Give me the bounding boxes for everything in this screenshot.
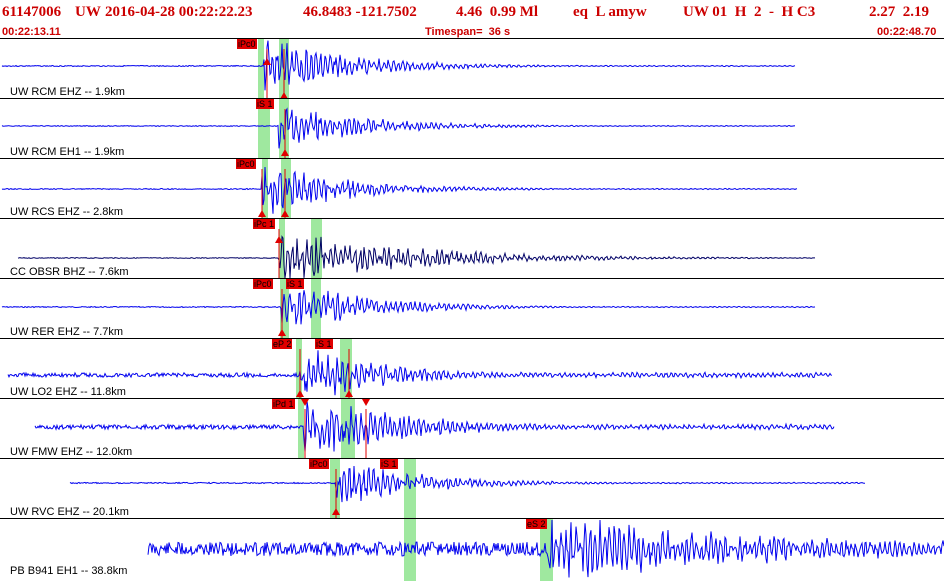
end-time: 00:22:48.70 xyxy=(877,26,937,38)
event-network: UW xyxy=(75,4,101,20)
seismogram-panel[interactable]: iPc0 iS 1 UW RVC EHZ -- 20.1km xyxy=(0,458,944,519)
pick-marker-icon[interactable] xyxy=(275,236,283,243)
pick-window-highlight xyxy=(280,279,289,339)
waveform-plot xyxy=(69,459,865,519)
header-bar: 61147006 UW 2016-04-28 00:22:22.23 46.84… xyxy=(0,0,944,39)
pick-marker-icon[interactable] xyxy=(258,210,266,217)
phase-pick-flag[interactable]: eS 2 xyxy=(526,519,547,529)
event-id: 61147006 xyxy=(2,4,62,20)
pick-window-highlight xyxy=(258,99,270,159)
seismogram-panel[interactable]: iPc0 UW RCM EHZ -- 1.9km xyxy=(0,38,944,99)
pick-window-highlight xyxy=(279,99,289,159)
waveform-trace xyxy=(1,40,796,91)
seismogram-panel[interactable]: iS 1 UW RCM EH1 -- 1.9km xyxy=(0,98,944,159)
waveform-trace xyxy=(69,465,865,503)
event-datetime: 2016-04-28 00:22:22.23 xyxy=(105,4,253,20)
waveform-plot xyxy=(17,219,816,279)
pick-marker-icon[interactable] xyxy=(296,390,304,397)
seismogram-panel[interactable]: eS 2 PB B941 EH1 -- 38.8km xyxy=(0,518,944,581)
pick-window-highlight xyxy=(262,159,268,219)
phase-pick-flag[interactable]: iPc 1 xyxy=(253,219,276,229)
seismogram-panel[interactable]: iPc0 iS 1 UW RER EHZ -- 7.7km xyxy=(0,278,944,339)
event-latlon: 46.8483 -121.7502 xyxy=(303,4,417,20)
phase-pick-flag[interactable]: iPc0 xyxy=(236,159,256,169)
pick-marker-icon[interactable] xyxy=(278,329,286,336)
waveform-plot xyxy=(147,519,944,581)
seismogram-panel[interactable]: iPd 1 UW FMW EHZ -- 12.0km xyxy=(0,398,944,459)
pick-window-highlight xyxy=(330,459,340,519)
waveform-plot xyxy=(1,99,796,159)
seismogram-panel[interactable]: iPc 1 CC OBSR BHZ -- 7.6km xyxy=(0,218,944,279)
timespan: Timespan= 36 s xyxy=(425,26,511,38)
waveform-plot xyxy=(1,159,798,219)
pick-window-highlight xyxy=(279,219,285,279)
phase-pick-flag[interactable]: eP 2 xyxy=(272,339,293,349)
channel-label: UW RCM EH1 -- 1.9km xyxy=(10,146,125,158)
pick-marker-icon[interactable] xyxy=(281,210,289,217)
event-stats: 2.27 2.19 xyxy=(869,4,929,20)
channel-label: UW FMW EHZ -- 12.0km xyxy=(10,446,133,458)
pick-marker-icon[interactable] xyxy=(281,149,289,156)
pick-window-highlight xyxy=(296,339,302,399)
start-time: 00:22:13.11 xyxy=(2,26,61,38)
pick-marker-icon[interactable] xyxy=(362,399,370,406)
phase-pick-flag[interactable]: iS 1 xyxy=(315,339,333,349)
channel-label: UW RER EHZ -- 7.7km xyxy=(10,326,124,338)
pick-window-highlight xyxy=(311,279,321,339)
phase-pick-flag[interactable]: iS 1 xyxy=(256,99,274,109)
pick-marker-icon[interactable] xyxy=(263,58,271,65)
phase-pick-flag[interactable]: iS 1 xyxy=(286,279,304,289)
waveform-trace xyxy=(1,166,798,214)
waveform-plot xyxy=(7,339,833,399)
channel-label: UW LO2 EHZ -- 11.8km xyxy=(10,386,126,398)
event-quality: UW 01 H 2 - H C3 xyxy=(683,4,816,20)
seismogram-panel[interactable]: iPc0 UW RCS EHZ -- 2.8km xyxy=(0,158,944,219)
waveform-plot xyxy=(1,39,796,99)
pick-marker-icon[interactable] xyxy=(301,399,309,406)
event-summary: 61147006 UW 2016-04-28 00:22:22.23 46.84… xyxy=(0,4,944,174)
waveform-trace xyxy=(1,107,796,149)
phase-pick-flag[interactable]: iPc0 xyxy=(309,459,329,469)
waveform-trace xyxy=(1,290,816,325)
phase-pick-flag[interactable]: iPc0 xyxy=(253,279,273,289)
seismogram-panel[interactable]: eP 2 iS 1 UW LO2 EHZ -- 11.8km xyxy=(0,338,944,399)
channel-label: UW RCS EHZ -- 2.8km xyxy=(10,206,124,218)
channel-label: CC OBSR BHZ -- 7.6km xyxy=(10,266,129,278)
pick-marker-icon[interactable] xyxy=(280,92,288,99)
pick-marker-icon[interactable] xyxy=(345,390,353,397)
waveform-plot xyxy=(34,399,835,459)
channel-label: UW RCM EHZ -- 1.9km xyxy=(10,86,125,98)
pick-marker-icon[interactable] xyxy=(332,508,340,515)
pick-window-highlight xyxy=(404,519,416,581)
event-depth-mag: 4.46 0.99 Ml xyxy=(456,4,539,20)
pick-window-highlight xyxy=(298,399,304,459)
waveform-trace xyxy=(147,519,944,578)
phase-pick-flag[interactable]: iPd 1 xyxy=(272,399,295,409)
phase-pick-flag[interactable]: iPc0 xyxy=(237,39,257,49)
phase-pick-flag[interactable]: iS 1 xyxy=(380,459,398,469)
waveform-plot xyxy=(1,279,816,339)
waveform-trace xyxy=(34,400,835,452)
pick-window-highlight xyxy=(258,39,264,99)
seismogram-panels[interactable]: iPc0 UW RCM EHZ -- 1.9km iS 1 UW RCM EH1 --… xyxy=(0,38,944,581)
waveform-trace xyxy=(7,350,833,396)
waveform-trace xyxy=(17,235,816,279)
pick-window-highlight xyxy=(281,159,291,219)
channel-label: UW RVC EHZ -- 20.1km xyxy=(10,506,129,518)
event-type: eq L amyw xyxy=(573,4,647,20)
channel-label: PB B941 EH1 -- 38.8km xyxy=(10,565,128,577)
